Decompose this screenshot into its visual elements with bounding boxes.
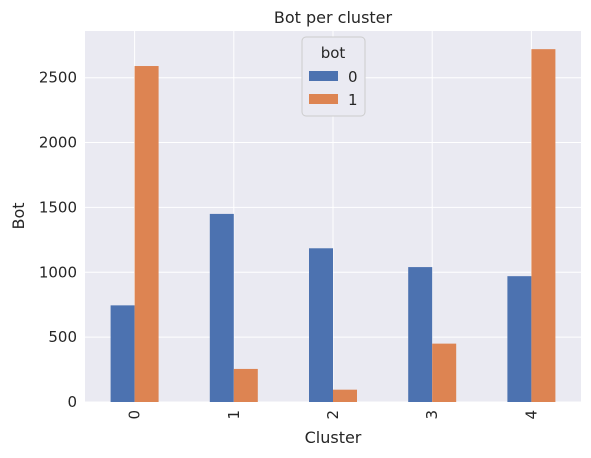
legend: bot 0 1 xyxy=(301,36,366,117)
x-axis-label: Cluster xyxy=(305,428,362,447)
legend-title: bot xyxy=(321,44,346,62)
y-tick-label: 1000 xyxy=(39,263,77,281)
legend-swatch-series-0 xyxy=(309,71,338,81)
y-tick-labels: 0 500 1000 1500 2000 2500 xyxy=(39,69,77,411)
x-tick-label: 0 xyxy=(126,410,144,420)
bar-cluster-4-bot-0 xyxy=(507,276,532,402)
legend-swatch-series-1 xyxy=(309,94,338,104)
bars xyxy=(110,49,556,403)
legend-label-series-1: 1 xyxy=(348,91,358,109)
y-tick-label: 0 xyxy=(67,393,77,411)
y-tick-label: 2000 xyxy=(39,134,77,152)
y-tick-label: 1500 xyxy=(39,198,77,216)
chart-title: Bot per cluster xyxy=(274,8,393,27)
bar-cluster-2-bot-1 xyxy=(333,389,357,402)
y-tick-label: 2500 xyxy=(39,69,77,87)
x-tick-labels: 0 1 2 3 4 xyxy=(126,410,541,420)
bar-cluster-4-bot-1 xyxy=(531,49,556,403)
y-tick-label: 500 xyxy=(48,328,77,346)
bar-cluster-0-bot-1 xyxy=(134,66,159,402)
bar-cluster-1-bot-1 xyxy=(233,368,258,402)
bar-cluster-0-bot-0 xyxy=(110,305,135,402)
bar-cluster-2-bot-0 xyxy=(309,248,333,402)
x-tick-label: 1 xyxy=(225,410,243,420)
bar-cluster-3-bot-1 xyxy=(432,343,457,402)
bar-cluster-3-bot-0 xyxy=(408,267,433,402)
y-axis-label: Bot xyxy=(9,202,28,229)
legend-label-series-0: 0 xyxy=(348,68,358,86)
x-tick-label: 3 xyxy=(423,410,441,420)
x-tick-label: 2 xyxy=(324,410,342,420)
x-tick-label: 4 xyxy=(522,410,540,420)
bar-cluster-1-bot-0 xyxy=(209,213,234,402)
